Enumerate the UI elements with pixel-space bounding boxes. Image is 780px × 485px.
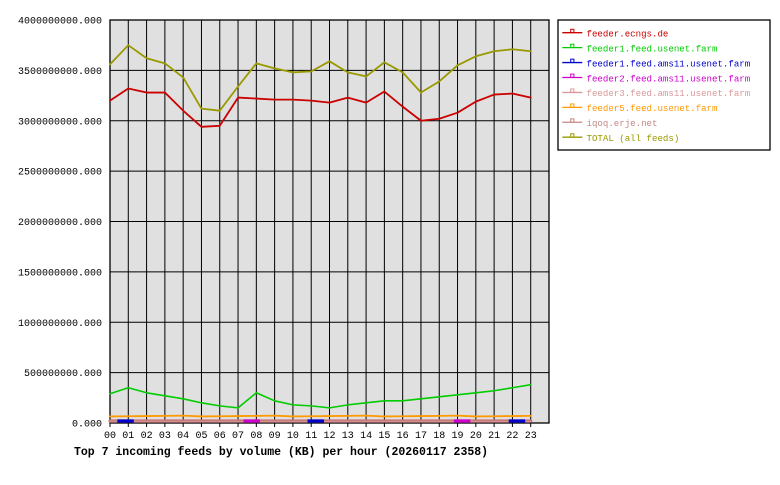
svg-text:08: 08 bbox=[250, 431, 262, 442]
svg-text:11: 11 bbox=[305, 431, 317, 442]
svg-text:3000000000.000: 3000000000.000 bbox=[18, 117, 102, 128]
svg-text:feeder3.feed.ams11.usenet.farm: feeder3.feed.ams11.usenet.farm bbox=[587, 88, 751, 99]
svg-text:07: 07 bbox=[232, 431, 244, 442]
svg-text:05: 05 bbox=[195, 431, 207, 442]
svg-text:22: 22 bbox=[506, 431, 518, 442]
svg-text:feeder2.feed.ams11.usenet.farm: feeder2.feed.ams11.usenet.farm bbox=[587, 73, 751, 84]
svg-text:01: 01 bbox=[122, 431, 134, 442]
svg-text:2000000000.000: 2000000000.000 bbox=[18, 218, 102, 229]
svg-text:feeder5.feed.usenet.farm: feeder5.feed.usenet.farm bbox=[587, 103, 718, 114]
svg-text:13: 13 bbox=[342, 431, 354, 442]
svg-text:18: 18 bbox=[433, 431, 445, 442]
svg-text:09: 09 bbox=[269, 431, 281, 442]
svg-text:4000000000.000: 4000000000.000 bbox=[18, 17, 102, 28]
svg-text:iqoq.erje.net: iqoq.erje.net bbox=[587, 118, 658, 129]
svg-text:feeder.ecngs.de: feeder.ecngs.de bbox=[587, 29, 669, 40]
svg-text:03: 03 bbox=[159, 431, 171, 442]
svg-text:12: 12 bbox=[323, 431, 335, 442]
svg-text:10: 10 bbox=[287, 431, 299, 442]
svg-text:0.000: 0.000 bbox=[72, 420, 102, 431]
svg-text:500000000.000: 500000000.000 bbox=[24, 369, 102, 380]
svg-text:14: 14 bbox=[360, 431, 372, 442]
svg-text:1000000000.000: 1000000000.000 bbox=[18, 319, 102, 330]
svg-text:23: 23 bbox=[525, 431, 537, 442]
svg-text:1500000000.000: 1500000000.000 bbox=[18, 268, 102, 279]
svg-text:19: 19 bbox=[452, 431, 464, 442]
svg-text:16: 16 bbox=[397, 431, 409, 442]
svg-text:TOTAL (all feeds): TOTAL (all feeds) bbox=[587, 133, 680, 144]
svg-text:17: 17 bbox=[415, 431, 427, 442]
svg-text:feeder1.feed.ams11.usenet.farm: feeder1.feed.ams11.usenet.farm bbox=[587, 58, 751, 69]
svg-text:00: 00 bbox=[104, 431, 116, 442]
svg-text:06: 06 bbox=[214, 431, 226, 442]
svg-text:feeder1.feed.usenet.farm: feeder1.feed.usenet.farm bbox=[587, 43, 718, 54]
svg-text:02: 02 bbox=[141, 431, 153, 442]
svg-text:21: 21 bbox=[488, 431, 500, 442]
svg-text:2500000000.000: 2500000000.000 bbox=[18, 168, 102, 179]
svg-text:15: 15 bbox=[378, 431, 390, 442]
svg-text:20: 20 bbox=[470, 431, 482, 442]
svg-text:04: 04 bbox=[177, 431, 189, 442]
svg-text:3500000000.000: 3500000000.000 bbox=[18, 67, 102, 78]
